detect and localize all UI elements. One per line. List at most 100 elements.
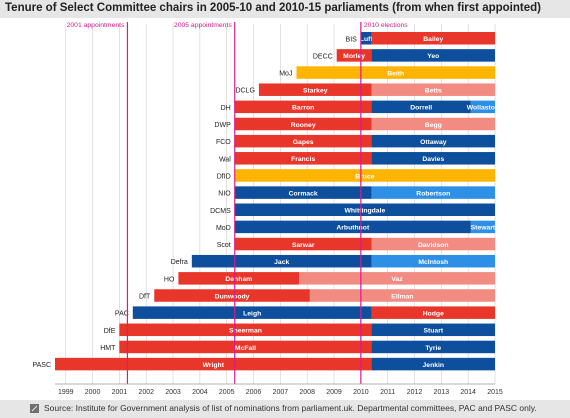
tenure-bar: [178, 272, 300, 285]
committee-label: DfT: [139, 294, 151, 301]
tenure-bar: [371, 306, 495, 319]
committee-label: Wal: [219, 156, 231, 163]
chair-label: Barron: [292, 105, 314, 112]
x-tick-label: 2008: [299, 389, 315, 396]
chair-label: Robertson: [416, 190, 450, 197]
tenure-bar: [132, 306, 372, 319]
chair-label: Denham: [225, 276, 252, 283]
chair-label: Yeo: [427, 53, 439, 60]
event-label: 2001 appointments: [67, 22, 125, 29]
chair-label: Beith: [387, 70, 404, 77]
chair-label: Stuart: [423, 328, 443, 335]
x-tick-label: 2015: [487, 389, 503, 396]
tenure-bar: [234, 100, 372, 114]
chair-label: Davies: [422, 156, 444, 163]
x-tick-label: 2000: [85, 389, 101, 396]
committee-label: Defra: [171, 259, 188, 266]
tenure-bar: [234, 237, 372, 251]
committee-label: Scot: [217, 242, 231, 249]
tenure-bar: [371, 134, 495, 148]
chair-label: Arbuthnot: [336, 225, 370, 232]
tenure-bar: [234, 117, 372, 131]
chair-label: Stewart: [471, 225, 496, 232]
tenure-bar: [154, 289, 310, 302]
committee-label: BIS: [346, 36, 358, 43]
committee-label: DfID: [217, 173, 231, 180]
committee-label: NIO: [218, 191, 231, 198]
footer-bar: Source: Institute for Government analysi…: [0, 400, 570, 418]
tenure-bar: [191, 254, 372, 268]
committee-label: DCLG: [235, 88, 254, 95]
chair-label: Luff: [360, 36, 374, 43]
chair-label: Francis: [291, 156, 315, 163]
source-icon: [30, 404, 39, 413]
x-tick-label: 2001: [112, 389, 128, 396]
tenure-bar: [234, 203, 495, 216]
tenure-bar: [119, 323, 372, 337]
tenure-bar: [371, 357, 495, 371]
committee-label: PAC: [115, 311, 129, 318]
chair-label: Gapes: [293, 139, 314, 146]
tenure-bar: [234, 169, 495, 182]
tenure-bar: [234, 220, 471, 234]
chair-label: Vaz: [391, 276, 403, 283]
tenure-bar: [234, 152, 372, 165]
tenure-bar: [371, 152, 495, 165]
tenure-bar: [371, 49, 495, 62]
chair-label: Wollaston: [467, 105, 499, 112]
chair-label: Bailey: [423, 36, 443, 43]
chair-label: Sarwar: [292, 242, 315, 249]
x-tick-label: 2007: [273, 389, 289, 396]
x-tick-label: 2014: [460, 389, 476, 396]
committee-label: DECC: [313, 53, 333, 60]
tenure-bar: [258, 83, 372, 96]
committee-label: DH: [221, 105, 231, 112]
chair-label: Jenkin: [423, 362, 445, 369]
tenure-bar: [371, 117, 495, 131]
chair-label: Davidson: [418, 242, 449, 249]
chair-label: Rooney: [291, 122, 316, 129]
x-tick-label: 2002: [138, 389, 154, 396]
x-tick-label: 2011: [380, 389, 395, 396]
tenure-bar: [371, 237, 495, 251]
x-tick-label: 2006: [246, 389, 262, 396]
chair-label: Dorrell: [410, 105, 432, 112]
tenure-bar: [371, 340, 495, 354]
x-tick-label: 2003: [165, 389, 181, 396]
chair-label: McIntosh: [418, 259, 448, 266]
chair-label: McFall: [235, 345, 256, 352]
source-note: Source: Institute for Government analysi…: [44, 403, 537, 413]
tenure-bar: [360, 32, 372, 45]
chair-label: Starkey: [303, 88, 328, 95]
event-label: 2010 elections: [364, 22, 408, 29]
chair-label: Bruce: [355, 173, 374, 180]
committee-label: PASC: [32, 362, 51, 369]
x-tick-label: 2012: [407, 389, 423, 396]
committee-label: MoJ: [279, 71, 292, 78]
tenure-bar: [371, 100, 471, 114]
tenure-bar: [55, 357, 372, 371]
tenure-bar: [371, 83, 495, 96]
x-tick-label: 2010: [353, 389, 369, 396]
chair-label: Sheerman: [229, 328, 262, 335]
tenure-bar: [234, 134, 372, 148]
chart-title: Tenure of Select Committee chairs in 200…: [5, 2, 541, 14]
tenure-bar: [470, 100, 495, 114]
committee-label: HMT: [100, 345, 116, 352]
chair-label: Tyrie: [425, 345, 441, 352]
tenure-bar: [371, 32, 495, 45]
tenure-bar: [371, 186, 495, 199]
x-tick-label: 2005: [219, 389, 235, 396]
chair-label: Leigh: [243, 310, 261, 317]
chair-label: Hodge: [423, 310, 444, 317]
tenure-bar: [371, 323, 495, 337]
chair-label: Dunwoody: [215, 293, 250, 300]
x-tick-label: 2004: [192, 389, 208, 396]
title-bar: Tenure of Select Committee chairs in 200…: [0, 0, 570, 18]
tenure-bar: [119, 340, 372, 354]
committee-label: HO: [164, 276, 175, 283]
tenure-bar: [336, 49, 372, 62]
chair-label: Ottaway: [420, 139, 447, 146]
chair-label: Jack: [274, 259, 289, 266]
chair-label: Ellman: [391, 293, 413, 300]
